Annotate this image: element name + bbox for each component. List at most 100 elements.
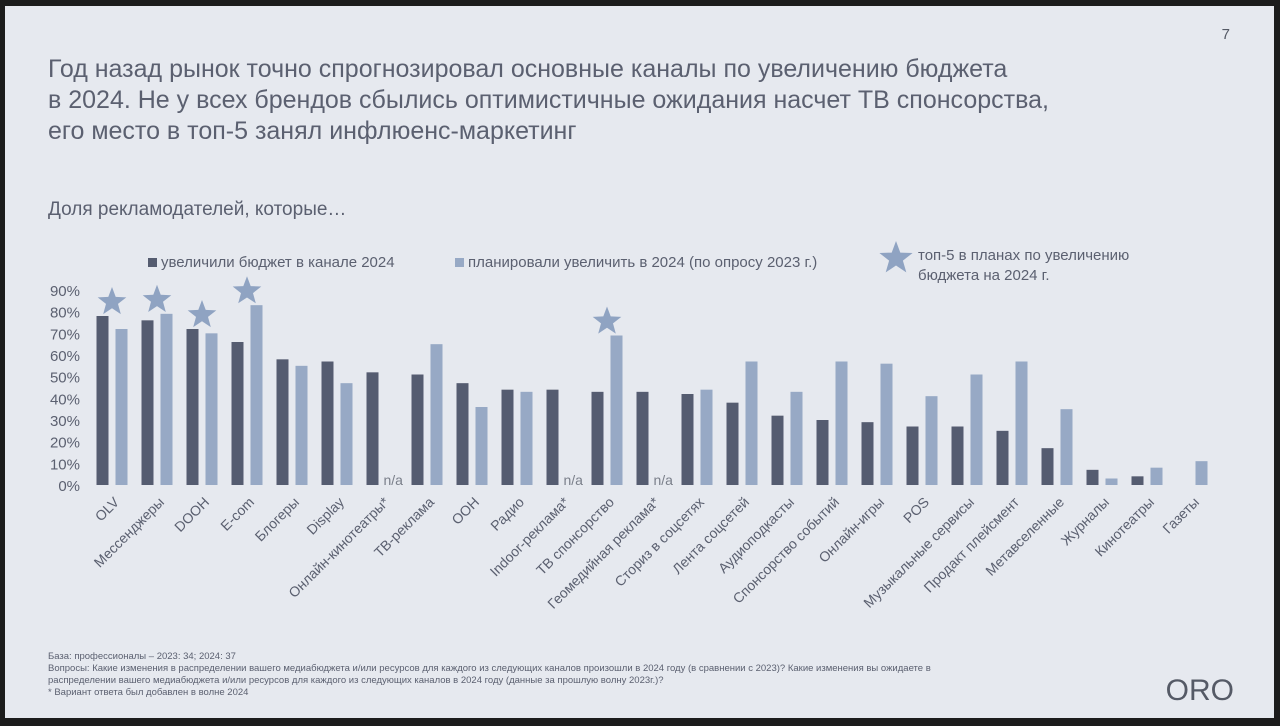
- footnotes: База: профессионалы – 2023: 34; 2024: 37…: [48, 651, 1068, 699]
- legend-item-increased: увеличили бюджет в канале 2024: [148, 254, 395, 271]
- bar-planned: [1015, 361, 1028, 485]
- title-line: его место в топ-5 занял инфлюенс-маркети…: [48, 117, 577, 145]
- legend-label: увеличили бюджет в канале 2024: [161, 254, 395, 271]
- bar-increased: [681, 394, 694, 485]
- bar-increased: [591, 391, 604, 485]
- star-icon: [592, 306, 622, 334]
- star-icon: [142, 284, 172, 312]
- bar-planned: [115, 329, 128, 485]
- bar-increased: [96, 316, 109, 485]
- bar-increased: [1086, 469, 1099, 485]
- na-label: n/a: [384, 472, 404, 488]
- y-tick-label: 40%: [50, 391, 80, 408]
- chart-subtitle: Доля рекламодателей, которые…: [48, 199, 347, 220]
- legend-label: планировали увеличить в 2024 (по опросу …: [468, 254, 818, 271]
- y-tick-label: 70%: [50, 326, 80, 343]
- y-tick-label: 80%: [50, 305, 80, 322]
- page-number: 7: [1221, 26, 1230, 43]
- x-tick-label: OLV: [92, 493, 123, 524]
- star-icon: [879, 241, 913, 273]
- bar-planned: [1150, 467, 1163, 485]
- x-tick-label: Газеты: [1159, 494, 1202, 537]
- bar-increased: [861, 422, 874, 485]
- x-tick-label: Метавселенные: [982, 494, 1067, 579]
- bar-planned: [925, 396, 938, 485]
- bar-increased: [906, 426, 919, 485]
- y-tick-label: 50%: [50, 370, 80, 387]
- star-icon: [232, 276, 262, 304]
- legend-item-planned: планировали увеличить в 2024 (по опросу …: [455, 254, 817, 271]
- x-tick-label: DOOH: [171, 494, 212, 535]
- y-tick-label: 30%: [50, 413, 80, 430]
- bar-planned: [250, 305, 263, 485]
- x-tick-label: E-com: [217, 494, 257, 534]
- x-tick-label: Радио: [487, 494, 527, 534]
- bar-planned: [745, 361, 758, 485]
- bar-planned: [1105, 478, 1118, 485]
- footnote-questions: Вопросы: Какие изменения в распределении…: [48, 663, 931, 674]
- bar-increased: [1041, 448, 1054, 485]
- bar-increased: [951, 426, 964, 485]
- bar-increased: [501, 389, 514, 485]
- bar-increased: [546, 389, 559, 485]
- bar-increased: [456, 383, 469, 485]
- bar-planned: [700, 389, 713, 485]
- y-tick-label: 20%: [50, 435, 80, 452]
- x-tick-label: Indoor-реклама*: [487, 493, 573, 579]
- bar-planned: [970, 374, 983, 485]
- x-tick-label: POS: [900, 494, 932, 526]
- bar-planned: [880, 363, 893, 485]
- star-icon: [97, 287, 127, 315]
- bar-increased: [276, 359, 289, 485]
- bar-planned: [295, 365, 308, 485]
- bar-increased: [186, 329, 199, 485]
- legend-swatch-dark: [148, 258, 157, 267]
- oro-logo: ORO: [1165, 674, 1234, 707]
- bar-planned: [475, 407, 488, 485]
- star-icon: [187, 300, 217, 328]
- y-tick-label: 90%: [50, 283, 80, 300]
- bar-increased: [321, 361, 334, 485]
- na-label: n/a: [564, 472, 584, 488]
- bar-planned: [835, 361, 848, 485]
- x-tick-label: OOH: [448, 494, 482, 528]
- bar-planned: [340, 383, 353, 485]
- bar-increased: [816, 420, 829, 485]
- y-tick-label: 10%: [50, 456, 80, 473]
- bar-increased: [636, 391, 649, 485]
- bar-planned: [160, 313, 173, 485]
- bar-increased: [996, 430, 1009, 485]
- legend-swatch-light: [455, 258, 464, 267]
- x-tick-label: Блогеры: [252, 494, 303, 545]
- bar-planned: [205, 333, 218, 485]
- y-tick-label: 0%: [58, 478, 80, 495]
- x-tick-label: ТВ спонсорство: [533, 494, 617, 578]
- title-line: Год назад рынок точно спрогнозировал осн…: [48, 55, 1008, 83]
- title-line: в 2024. Не у всех брендов сбылись оптими…: [48, 86, 1049, 114]
- bar-increased: [726, 402, 739, 485]
- star-legend-line: топ-5 в планах по увеличению: [918, 247, 1130, 264]
- star-legend-text: топ-5 в планах по увеличению бюджета на …: [918, 246, 1178, 286]
- y-tick-label: 60%: [50, 348, 80, 365]
- x-tick-label: Display: [303, 494, 347, 538]
- footnote-base: База: профессионалы – 2023: 34; 2024: 37: [48, 651, 236, 662]
- bar-increased: [411, 374, 424, 485]
- footnote-note: * Вариант ответа был добавлен в волне 20…: [48, 687, 249, 698]
- footnote-questions: распределении вашего медиабюджета и/или …: [48, 675, 664, 686]
- bar-increased: [366, 372, 379, 485]
- bar-increased: [1131, 476, 1144, 485]
- bar-planned: [610, 335, 623, 485]
- bar-increased: [231, 342, 244, 485]
- bar-planned: [790, 391, 803, 485]
- bar-increased: [141, 320, 154, 485]
- bar-increased: [771, 415, 784, 485]
- na-label: n/a: [654, 472, 674, 488]
- slide-title: Год назад рынок точно спрогнозировал осн…: [48, 54, 1198, 147]
- star-legend-line: бюджета на 2024 г.: [918, 267, 1050, 284]
- x-tick-label: Лента соцсетей: [669, 494, 752, 577]
- bar-planned: [430, 344, 443, 485]
- bar-planned: [1195, 461, 1208, 485]
- bar-planned: [520, 391, 533, 485]
- bar-planned: [1060, 409, 1073, 485]
